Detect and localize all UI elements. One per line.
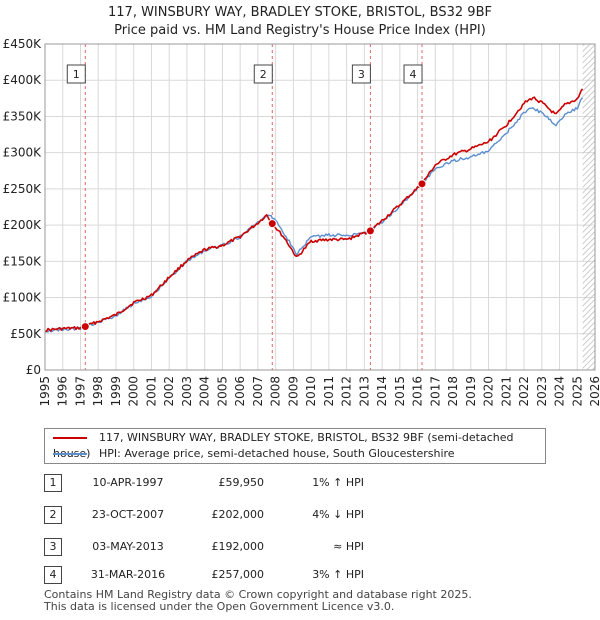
sale-point xyxy=(267,219,277,229)
x-tick-label: 2008 xyxy=(269,376,283,407)
x-tick-label: 2023 xyxy=(535,376,549,407)
y-tick-label: £400K xyxy=(3,73,43,87)
y-tick-label: £150K xyxy=(3,254,43,268)
sale-point xyxy=(417,179,427,189)
y-tick-label: £450K xyxy=(3,37,43,51)
x-tick-label: 1998 xyxy=(91,376,105,407)
x-tick-label: 2018 xyxy=(446,376,460,407)
y-tick-label: £300K xyxy=(3,146,43,160)
axes: £0 £50K £100K £150K £200K £250K £300K £350K £400… xyxy=(3,37,600,407)
series-lines xyxy=(44,88,584,333)
transaction-number: 2 xyxy=(44,506,62,524)
x-tick-label: 2025 xyxy=(570,376,584,407)
y-tick-label: £350K xyxy=(3,109,43,123)
x-tick-label: 2014 xyxy=(375,376,389,407)
sale-labels: 1 2 3 4 xyxy=(66,64,423,84)
x-tick-label: 2004 xyxy=(198,376,212,407)
transaction-number: 3 xyxy=(44,538,62,556)
sale-label-number: 2 xyxy=(260,68,267,81)
plot-frame xyxy=(44,43,596,371)
sale-label-box xyxy=(403,64,423,84)
transaction-hpi: 4% ↓ HPI xyxy=(312,508,364,521)
y-tick-label: £50K xyxy=(10,327,42,341)
transaction-row: 1 10-APR-1997 £59,950 1% ↑ HPI xyxy=(44,474,444,492)
series-line-property xyxy=(45,88,584,333)
x-tick-label: 2002 xyxy=(162,376,176,407)
sale-point xyxy=(365,226,375,236)
x-tick-label: 2000 xyxy=(127,376,141,407)
legend-label-hpi: HPI: Average price, semi-detached house,… xyxy=(99,447,455,460)
x-tick-label: 2003 xyxy=(180,376,194,407)
x-tick-label: 1995 xyxy=(38,376,52,407)
footer: Contains HM Land Registry data © Crown c… xyxy=(44,589,472,613)
price-chart: 1 2 3 4 £0 £50K £100K £150K £200K £250K £300K £350… xyxy=(3,37,600,407)
legend-swatch-property xyxy=(53,437,87,439)
x-tick-label: 2011 xyxy=(322,376,336,407)
sale-label-box xyxy=(351,64,371,84)
legend-item-property: 117, WINSBURY WAY, BRADLEY STOKE, BRISTO… xyxy=(53,430,545,460)
x-tick-label: 2021 xyxy=(499,376,513,407)
x-tick-label: 1996 xyxy=(56,376,70,407)
sale-vlines xyxy=(84,44,423,370)
x-tick-label: 2009 xyxy=(286,376,300,407)
x-tick-label: 2016 xyxy=(411,376,425,407)
x-tick-label: 2022 xyxy=(517,376,531,407)
future-hatch xyxy=(582,44,595,370)
x-tick-label: 2006 xyxy=(233,376,247,407)
y-tick-label: £250K xyxy=(3,182,43,196)
sale-markers xyxy=(80,179,427,332)
transaction-price: £59,950 xyxy=(218,476,265,489)
x-tick-label: 2026 xyxy=(588,376,600,407)
legend-item-hpi: HPI: Average price, semi-detached house,… xyxy=(53,446,455,462)
sale-label-box xyxy=(66,64,86,84)
footer-licence: This data is licensed under the Open Gov… xyxy=(44,600,395,613)
footer-copyright: Contains HM Land Registry data © Crown c… xyxy=(44,588,472,601)
x-tick-label: 1999 xyxy=(109,376,123,407)
x-tick-label: 2013 xyxy=(357,376,371,407)
x-tick-label: 2010 xyxy=(304,376,318,407)
transaction-row: 3 03-MAY-2013 £192,000 ≈ HPI xyxy=(44,538,444,556)
sale-point xyxy=(80,322,90,332)
sale-label-number: 3 xyxy=(358,68,365,81)
series-line-hpi xyxy=(44,97,584,333)
sale-label-number: 4 xyxy=(410,68,417,81)
x-tick-label: 2019 xyxy=(464,376,478,407)
sale-label-box xyxy=(253,64,273,84)
transaction-hpi: 3% ↑ HPI xyxy=(312,568,364,581)
transaction-price: £192,000 xyxy=(211,540,265,553)
transaction-row: 2 23-OCT-2007 £202,000 4% ↓ HPI xyxy=(44,506,444,524)
sale-label-number: 1 xyxy=(73,68,80,81)
legend-swatch-hpi xyxy=(53,453,87,455)
y-tick-label: £100K xyxy=(3,291,43,305)
transaction-price: £257,000 xyxy=(211,568,265,581)
chart-title: 117, WINSBURY WAY, BRADLEY STOKE, BRISTO… xyxy=(108,5,492,20)
transaction-number: 1 xyxy=(44,474,62,492)
x-tick-label: 2007 xyxy=(251,376,265,407)
future-hatch-area xyxy=(582,44,595,370)
legend: 117, WINSBURY WAY, BRADLEY STOKE, BRISTO… xyxy=(44,428,546,464)
x-tick-label: 2001 xyxy=(144,376,158,407)
transaction-number: 4 xyxy=(44,566,62,584)
x-tick-label: 1997 xyxy=(73,376,87,407)
transaction-date: 10-APR-1997 xyxy=(92,476,164,489)
transaction-date: 03-MAY-2013 xyxy=(92,540,164,553)
chart-subtitle: Price paid vs. HM Land Registry's House … xyxy=(114,23,486,38)
transaction-row: 4 31-MAR-2016 £257,000 3% ↑ HPI xyxy=(44,566,444,584)
x-tick-label: 2024 xyxy=(553,376,567,407)
transaction-price: £202,000 xyxy=(211,508,265,521)
x-tick-label: 2012 xyxy=(340,376,354,407)
x-tick-label: 2020 xyxy=(482,376,496,407)
grid xyxy=(44,43,596,371)
transaction-date: 23-OCT-2007 xyxy=(91,508,165,521)
x-tick-label: 2015 xyxy=(393,376,407,407)
y-tick-label: £0 xyxy=(26,363,41,377)
transaction-date: 31-MAR-2016 xyxy=(90,568,166,581)
x-tick-label: 2005 xyxy=(215,376,229,407)
plot-background xyxy=(45,44,595,370)
y-tick-label: £200K xyxy=(3,218,43,232)
transaction-hpi: 1% ↑ HPI xyxy=(312,476,364,489)
transaction-hpi: ≈ HPI xyxy=(333,540,364,553)
chart-title-block: 117, WINSBURY WAY, BRADLEY STOKE, BRISTO… xyxy=(0,4,600,40)
x-tick-label: 2017 xyxy=(428,376,442,407)
